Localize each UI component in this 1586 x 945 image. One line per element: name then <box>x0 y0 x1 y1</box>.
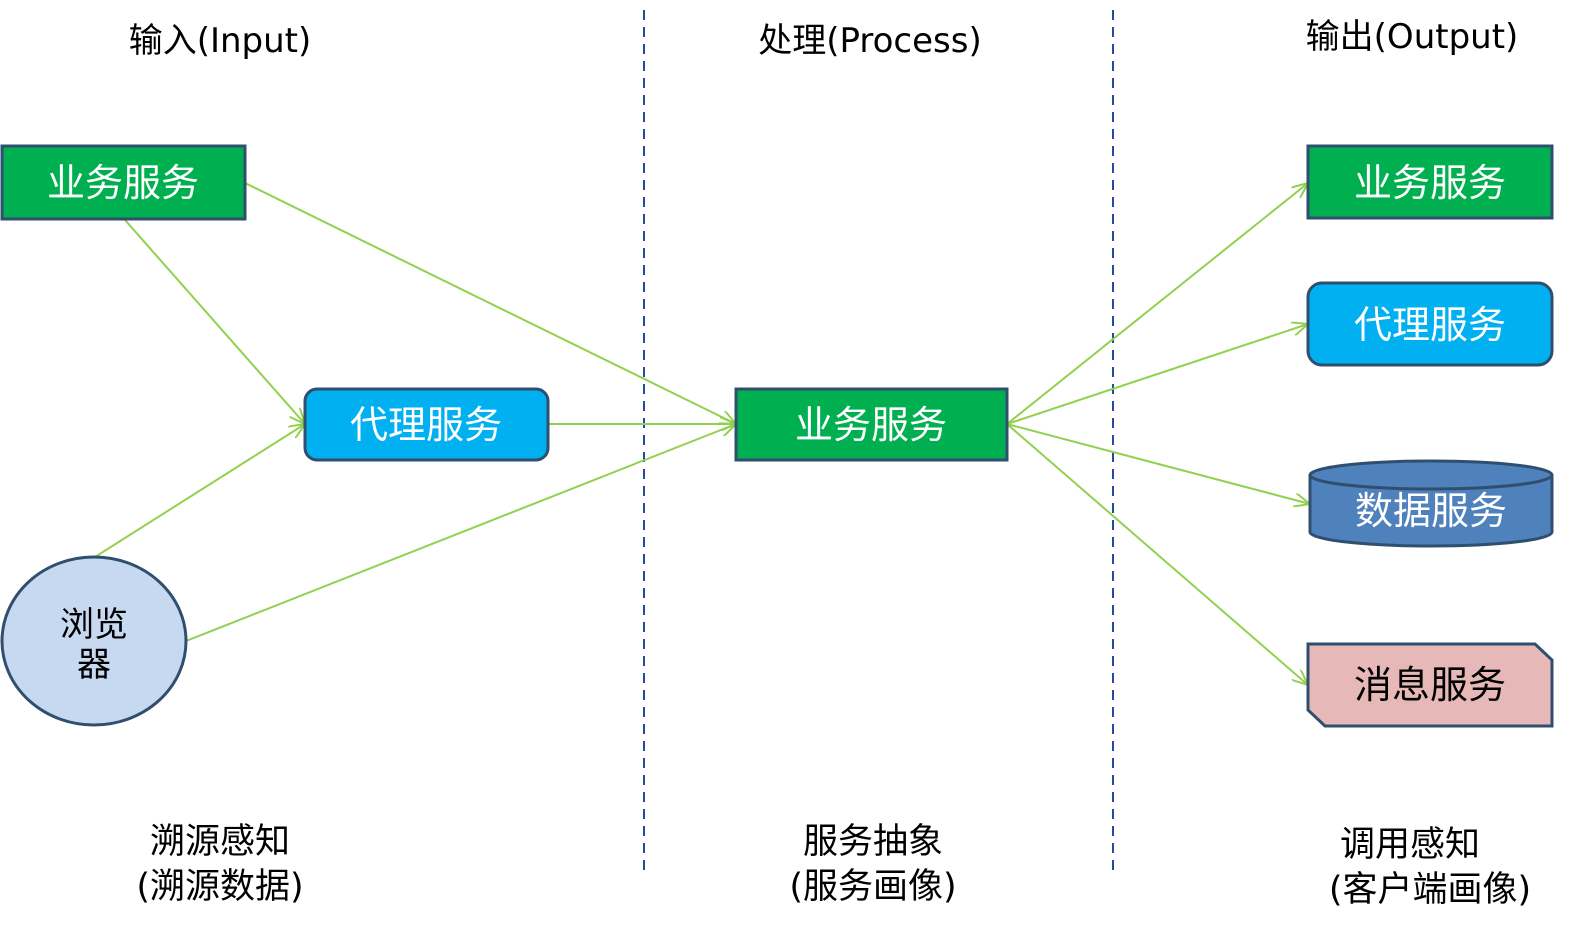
arrow-business-to-center <box>244 182 736 424</box>
arrow-business-to-proxy <box>124 219 305 424</box>
arrow-center-to-out-proxy <box>1006 324 1308 425</box>
arrow-center-to-out-message <box>1006 423 1308 685</box>
process-column-title: 处理(Process) <box>758 21 982 61</box>
browser-label-line1: 浏览 <box>60 605 128 645</box>
output-proxy-service-node[interactable]: 代理服务 <box>1306 281 1554 367</box>
center-business-service-node[interactable]: 业务服务 <box>734 387 1009 462</box>
input-proxy-service-label: 代理服务 <box>350 403 502 447</box>
output-data-service-label: 数据服务 <box>1355 489 1507 533</box>
output-message-service-label: 消息服务 <box>1354 663 1506 707</box>
input-proxy-service-node[interactable]: 代理服务 <box>303 387 550 462</box>
arrow-browser-to-proxy <box>94 424 305 558</box>
input-caption-line2: (溯源数据) <box>136 867 303 907</box>
output-message-service-node[interactable]: 消息服务 <box>1306 642 1554 728</box>
arrow-center-to-out-business <box>1006 183 1308 425</box>
input-business-service-label: 业务服务 <box>47 161 199 205</box>
output-business-service-label: 业务服务 <box>1354 161 1506 205</box>
connectors <box>94 182 1310 685</box>
input-column-title: 输入(Input) <box>129 21 312 61</box>
input-browser-node[interactable]: 浏览 器 <box>0 555 188 727</box>
output-caption-line1: 调用感知 <box>1340 825 1480 865</box>
arrow-center-to-out-data <box>1006 423 1310 504</box>
input-business-service-node[interactable]: 业务服务 <box>0 144 247 221</box>
arrow-browser-to-center <box>185 424 736 642</box>
input-caption-line1: 溯源感知 <box>150 822 290 862</box>
center-business-service-label: 业务服务 <box>795 403 947 447</box>
output-business-service-node[interactable]: 业务服务 <box>1306 144 1554 220</box>
process-caption-line2: (服务画像) <box>789 867 956 907</box>
browser-label-line2: 器 <box>77 645 111 685</box>
output-proxy-service-label: 代理服务 <box>1354 303 1506 347</box>
output-data-service-node[interactable]: 数据服务 <box>1308 459 1554 548</box>
output-caption-line2: (客户端画像) <box>1329 870 1531 910</box>
process-caption-line1: 服务抽象 <box>803 822 943 862</box>
output-column-title: 输出(Output) <box>1306 17 1519 57</box>
